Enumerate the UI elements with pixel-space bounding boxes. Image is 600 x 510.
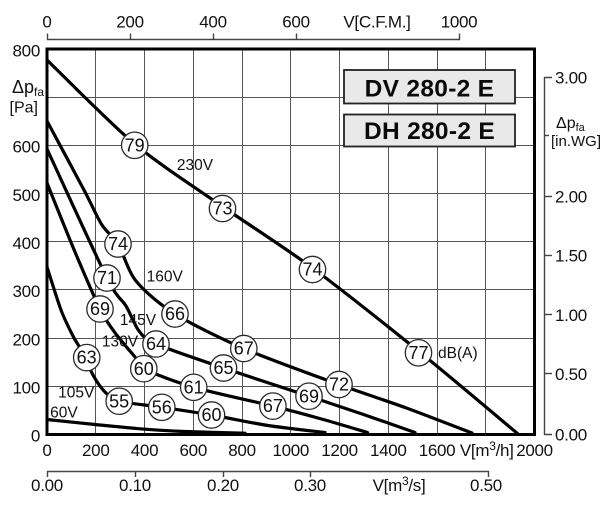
svg-text:71: 71 (97, 268, 117, 288)
svg-text:0.00: 0.00 (31, 476, 63, 495)
svg-text:1200: 1200 (321, 441, 358, 460)
svg-text:400: 400 (131, 441, 158, 460)
svg-text:V[m3/h]: V[m3/h] (460, 439, 514, 460)
svg-text:0.00: 0.00 (555, 426, 587, 445)
svg-text:79: 79 (125, 135, 145, 155)
svg-text:dB(A): dB(A) (438, 345, 478, 362)
svg-text:72: 72 (329, 375, 349, 395)
svg-text:0: 0 (42, 441, 51, 460)
svg-text:200: 200 (82, 441, 109, 460)
svg-text:0.50: 0.50 (470, 476, 502, 495)
svg-text:69: 69 (299, 386, 319, 406)
svg-text:0: 0 (31, 426, 40, 445)
svg-text:230V: 230V (177, 157, 214, 174)
svg-text:69: 69 (90, 299, 110, 319)
svg-text:1000: 1000 (272, 441, 309, 460)
svg-text:100: 100 (13, 379, 40, 398)
svg-text:300: 300 (13, 282, 40, 301)
svg-text:1000: 1000 (441, 13, 478, 32)
svg-text:105V: 105V (58, 385, 95, 402)
svg-text:[Pa]: [Pa] (10, 100, 38, 117)
svg-text:77: 77 (408, 343, 428, 363)
svg-text:1600: 1600 (419, 441, 456, 460)
svg-text:74: 74 (302, 260, 322, 280)
svg-text:600: 600 (13, 138, 40, 157)
svg-text:DV 280-2 E: DV 280-2 E (365, 75, 495, 102)
svg-text:74: 74 (108, 234, 128, 254)
svg-text:61: 61 (184, 377, 204, 397)
svg-text:0.10: 0.10 (119, 476, 151, 495)
svg-text:800: 800 (13, 41, 40, 60)
svg-text:800: 800 (228, 441, 255, 460)
svg-text:60V: 60V (50, 404, 78, 421)
svg-text:56: 56 (152, 397, 172, 417)
svg-text:60: 60 (201, 405, 221, 425)
svg-text:400: 400 (199, 13, 226, 32)
svg-text:3.00: 3.00 (555, 69, 587, 88)
svg-text:600: 600 (282, 13, 309, 32)
svg-text:130V: 130V (102, 334, 139, 351)
svg-text:200: 200 (116, 13, 143, 32)
svg-text:1.50: 1.50 (555, 247, 587, 266)
svg-text:600: 600 (180, 441, 207, 460)
svg-text:65: 65 (213, 358, 233, 378)
svg-text:DH 280-2 E: DH 280-2 E (364, 118, 495, 145)
svg-text:63: 63 (77, 348, 97, 368)
svg-text:500: 500 (13, 186, 40, 205)
svg-text:0.50: 0.50 (555, 365, 587, 384)
svg-text:73: 73 (212, 199, 232, 219)
svg-text:V[C.F.M.]: V[C.F.M.] (343, 13, 410, 32)
svg-text:200: 200 (13, 330, 40, 349)
svg-text:400: 400 (13, 234, 40, 253)
svg-text:64: 64 (146, 334, 166, 354)
svg-text:0.20: 0.20 (207, 476, 239, 495)
svg-text:0.30: 0.30 (294, 476, 326, 495)
svg-text:67: 67 (263, 396, 283, 416)
svg-text:55: 55 (109, 391, 129, 411)
svg-text:160V: 160V (147, 269, 184, 286)
svg-text:66: 66 (165, 304, 185, 324)
svg-text:2.00: 2.00 (555, 188, 587, 207)
svg-text:V[m3/s]: V[m3/s] (373, 474, 426, 495)
svg-text:0: 0 (42, 13, 51, 32)
svg-text:[in.WG]: [in.WG] (551, 133, 600, 150)
svg-text:2000: 2000 (516, 441, 553, 460)
svg-text:1400: 1400 (370, 441, 407, 460)
svg-text:145V: 145V (120, 312, 157, 329)
svg-text:60: 60 (134, 359, 154, 379)
svg-text:1.00: 1.00 (555, 306, 587, 325)
svg-text:67: 67 (234, 339, 254, 359)
